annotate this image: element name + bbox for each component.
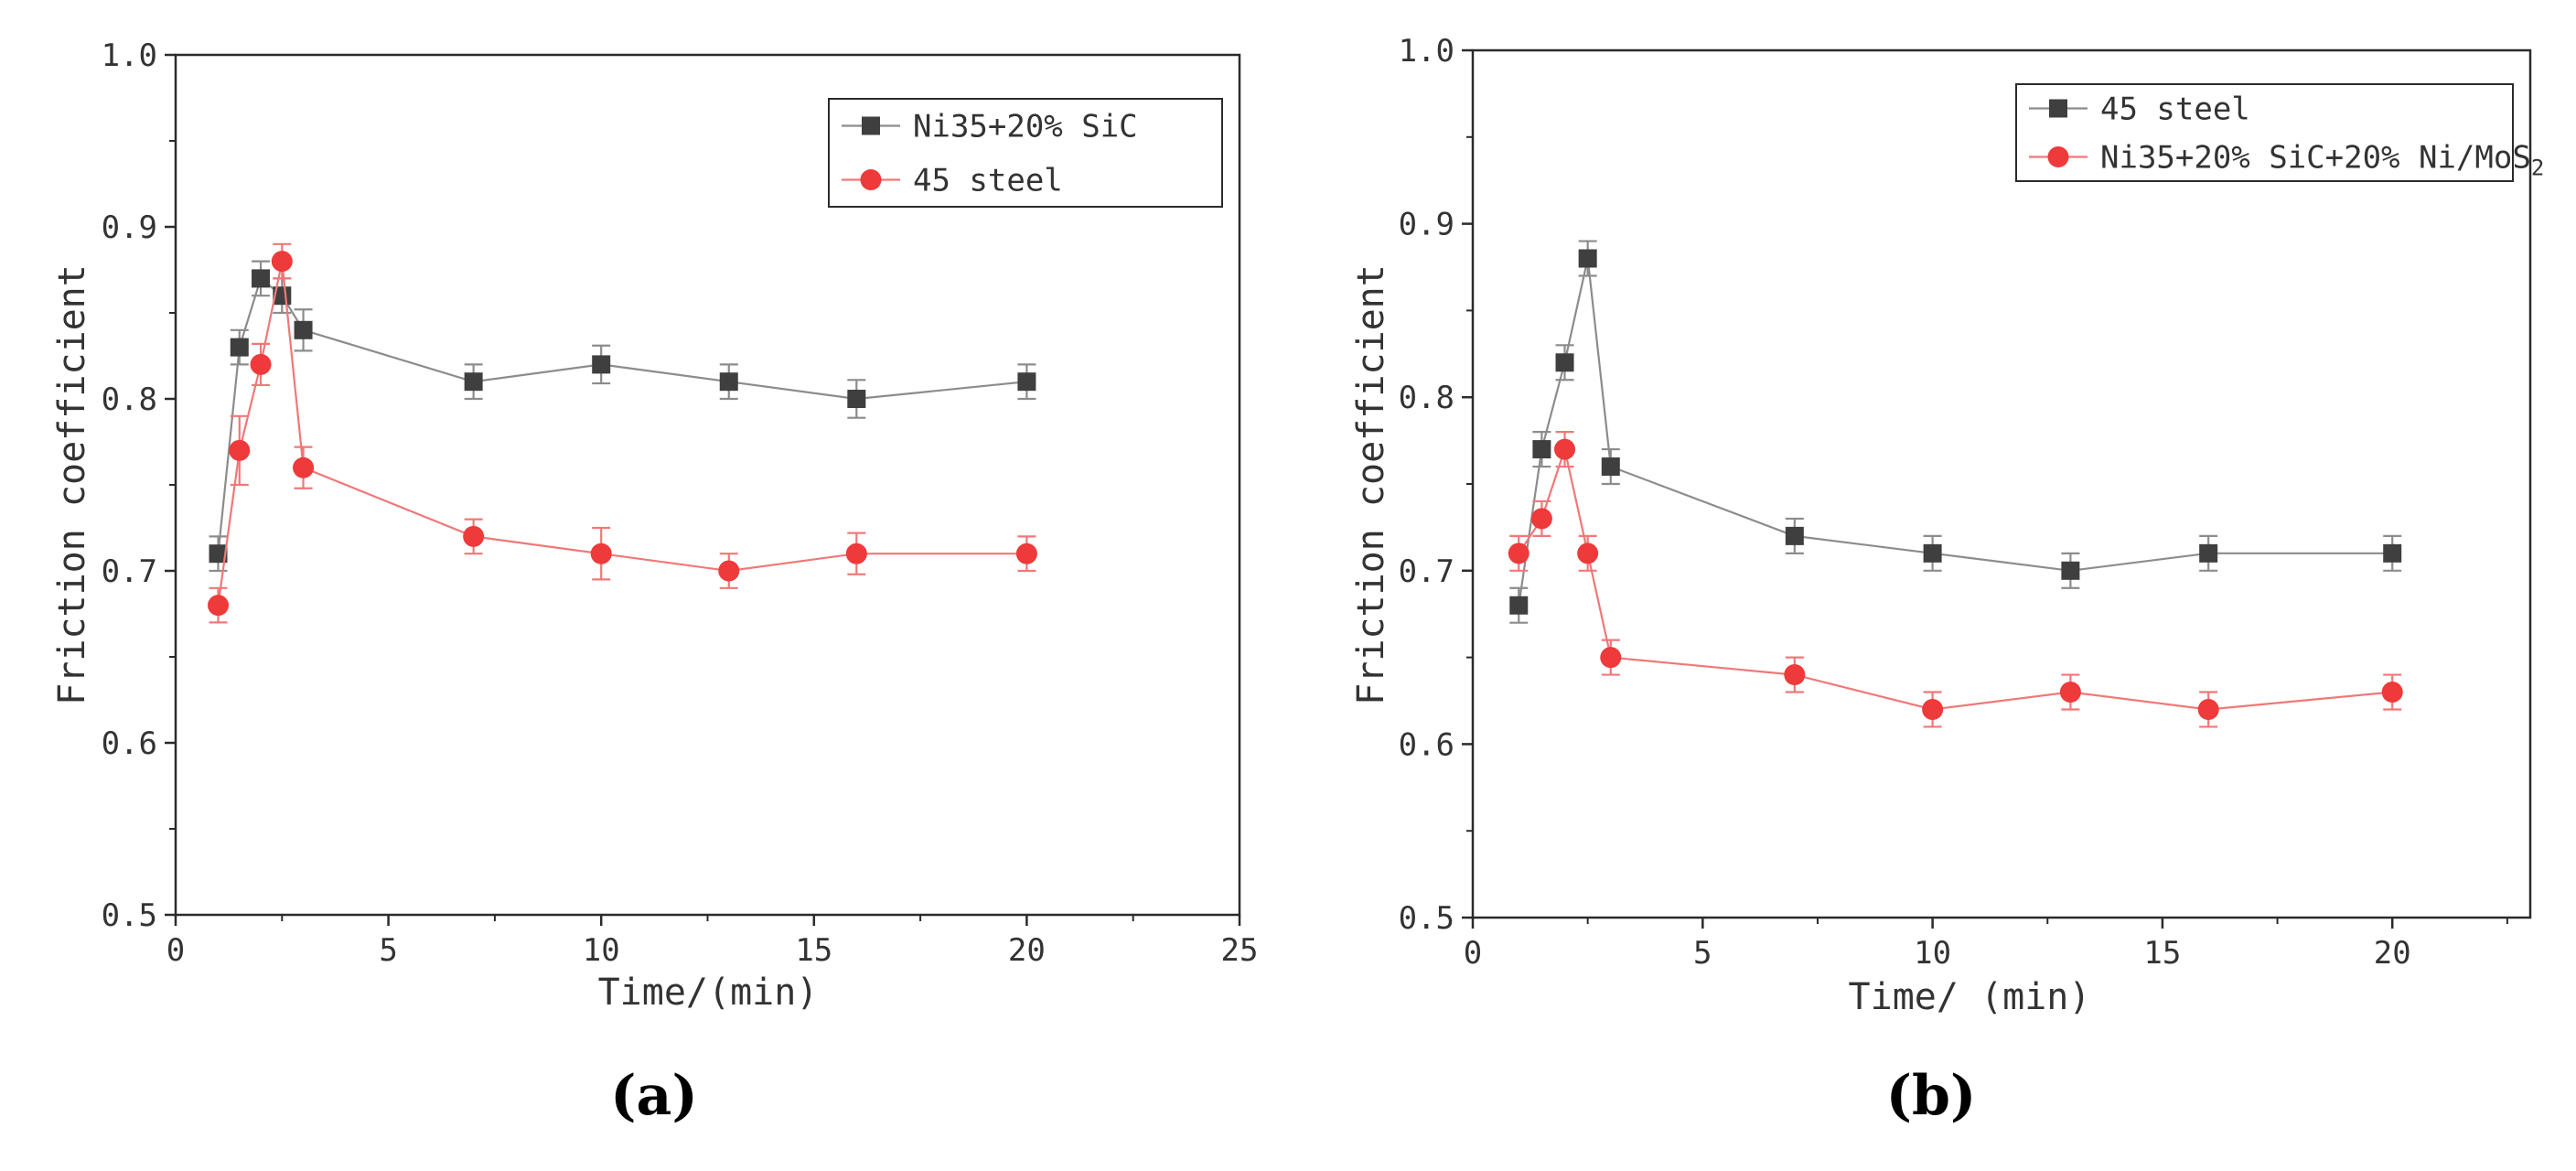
x-tick-label: 0 [166,932,185,969]
data-point [1600,647,1622,669]
data-point [1509,596,1529,615]
y-tick-label: 0.7 [1399,553,1454,590]
data-point [463,525,485,547]
y-axis-title: Friction coefficient [51,264,93,705]
data-point [2059,682,2081,704]
data-point [229,439,251,461]
data-point [1508,543,1530,564]
panel-label: (a) [610,1064,698,1128]
data-point [294,320,313,339]
series-line [217,261,1027,606]
y-tick-label: 0.9 [102,209,157,246]
y-tick-label: 0.7 [102,553,157,590]
chart-b: 0.5 0.6 0.7 0.8 0.9 1.0 0 5 10 15 20 Time/ (min) Fri… [1350,33,2544,1128]
x-axis-title: Time/ (min) [1849,976,2091,1018]
data-point [1785,526,1804,545]
data-point [1015,543,1037,564]
series-line [1518,445,2393,711]
data-point [1530,508,1552,530]
y-tick-label: 1.0 [102,38,157,74]
y-tick-label: 0.6 [102,725,157,762]
data-point [2197,698,2219,720]
data-point [1577,543,1599,564]
y-axis-title: Friction coefficient [1350,264,1392,705]
data-point [847,390,866,408]
data-point [464,372,483,392]
series-1 [209,260,1036,573]
data-point [590,543,612,564]
data-point [845,543,867,564]
x-tick-label: 5 [379,932,397,969]
series-2 [208,242,1037,624]
legend-subscript: 2 [2531,156,2544,181]
x-tick-label: 0 [1464,935,1482,972]
series-line [1518,258,2393,606]
y-tick-label: 0.8 [1399,380,1454,416]
legend-label: 45 steel [2100,91,2250,128]
legend-marker [860,169,882,190]
panel-label: (b) [1886,1064,1977,1128]
data-point [1554,438,1576,460]
series-1 [1509,240,2402,624]
x-tick-label: 10 [1914,935,1951,972]
x-tick-label: 15 [795,932,832,969]
data-point [592,355,611,374]
x-tick-label: 15 [2143,935,2181,972]
x-tick-label: 5 [1693,935,1712,972]
data-point [2381,682,2403,704]
legend-marker [2049,99,2067,118]
legend-label: Ni35+20% SiC+20% Ni/MoS2 [2100,140,2544,181]
data-point [719,372,738,392]
data-point [1601,457,1620,477]
data-point [1017,372,1036,392]
legend-label: Ni35+20% SiC [913,109,1138,145]
y-tick-label: 0.6 [1399,726,1454,763]
series-2 [1508,431,2403,728]
data-point [230,338,249,357]
data-point [2383,543,2402,563]
data-point [208,595,230,617]
data-point [1922,698,1944,720]
data-point [271,251,293,273]
legend-text: 45 steel [913,163,1063,199]
data-point [1578,249,1597,268]
data-point [718,560,740,582]
y-tick-label: 0.5 [1399,900,1454,937]
legend-text: 45 steel [2100,91,2250,128]
data-point [209,544,228,564]
legend-box [828,98,1223,208]
legend-box [2015,83,2514,182]
data-point [1923,543,1942,563]
legend: Ni35+20% SiC 45 steel [828,98,1223,208]
data-point [2199,543,2218,563]
legend-text: Ni35+20% SiC+20% Ni/MoS [2100,140,2531,177]
chart-a: 0.5 0.6 0.7 0.8 0.9 1.0 0 5 10 15 20 25 Time/(min) Fr… [51,38,1259,1128]
y-tick-label: 0.9 [1399,207,1454,243]
data-point [1784,664,1806,686]
legend-text: Ni35+20% SiC [913,109,1138,145]
series-line [217,276,1027,554]
y-tick-label: 1.0 [1399,33,1454,70]
y-tick-label: 0.8 [102,381,157,418]
y-tick-label: 0.5 [102,897,157,934]
x-axis-title: Time/(min) [598,972,819,1014]
data-point [250,353,272,375]
legend: 45 steel Ni35+20% SiC+20% Ni/MoS2 [2015,83,2544,182]
data-point [252,269,271,288]
x-tick-label: 20 [1008,932,1046,969]
data-point [1555,353,1574,372]
x-tick-label: 20 [2374,935,2411,972]
data-point [1532,440,1551,459]
x-tick-label: 10 [583,932,620,969]
legend-marker [2047,146,2069,167]
legend-label: 45 steel [913,163,1063,199]
legend-marker [862,116,880,135]
data-point [293,457,315,478]
data-point [2061,561,2080,580]
x-tick-label: 25 [1221,932,1259,969]
